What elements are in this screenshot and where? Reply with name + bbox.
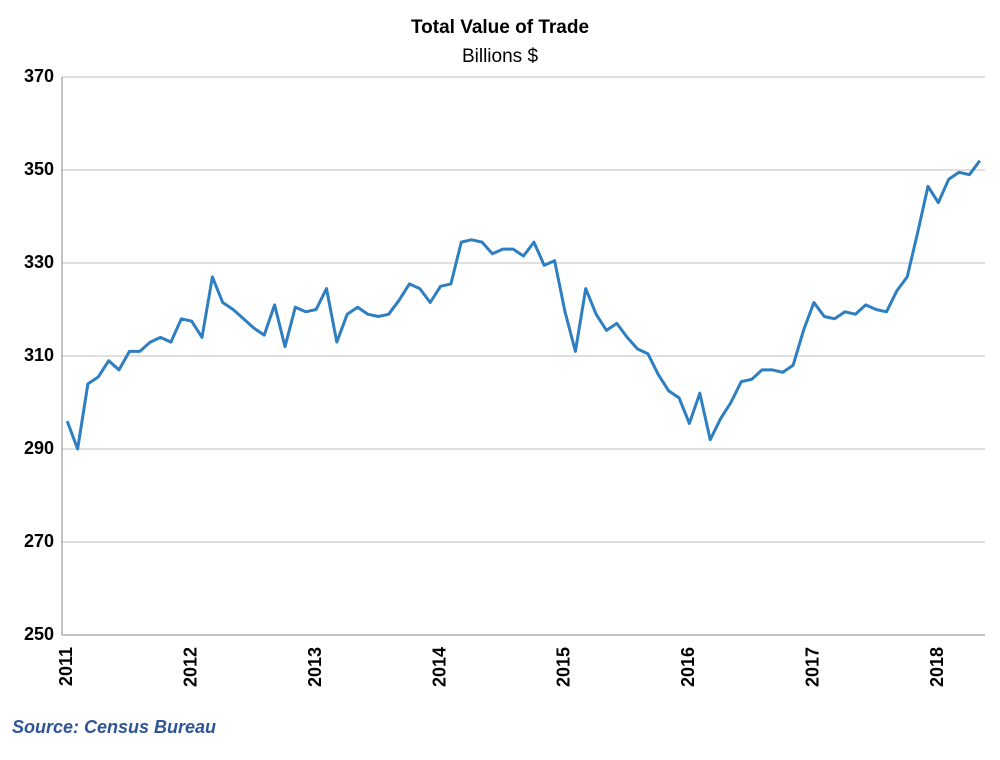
y-tick-label: 250 (24, 624, 54, 644)
x-tick-label: 2017 (803, 647, 823, 687)
y-tick-label: 310 (24, 345, 54, 365)
x-tick-label: 2014 (429, 647, 449, 687)
y-tick-label: 290 (24, 438, 54, 458)
y-tick-label: 370 (24, 66, 54, 86)
data-line (65, 159, 982, 451)
x-tick-label: 2011 (56, 647, 76, 686)
chart-title: Total Value of Trade (411, 17, 589, 38)
x-tick-label: 2018 (927, 647, 947, 687)
chart-subtitle: Billions $ (462, 46, 538, 67)
x-tick-label: 2012 (180, 647, 200, 687)
source-note: Source: Census Bureau (12, 717, 216, 737)
y-tick-label: 350 (24, 159, 54, 179)
y-tick-label: 330 (24, 252, 54, 272)
x-tick-label: 2016 (678, 647, 698, 687)
y-tick-label: 270 (24, 531, 54, 551)
x-tick-label: 2013 (305, 647, 325, 687)
x-tick-label: 2015 (554, 647, 574, 687)
